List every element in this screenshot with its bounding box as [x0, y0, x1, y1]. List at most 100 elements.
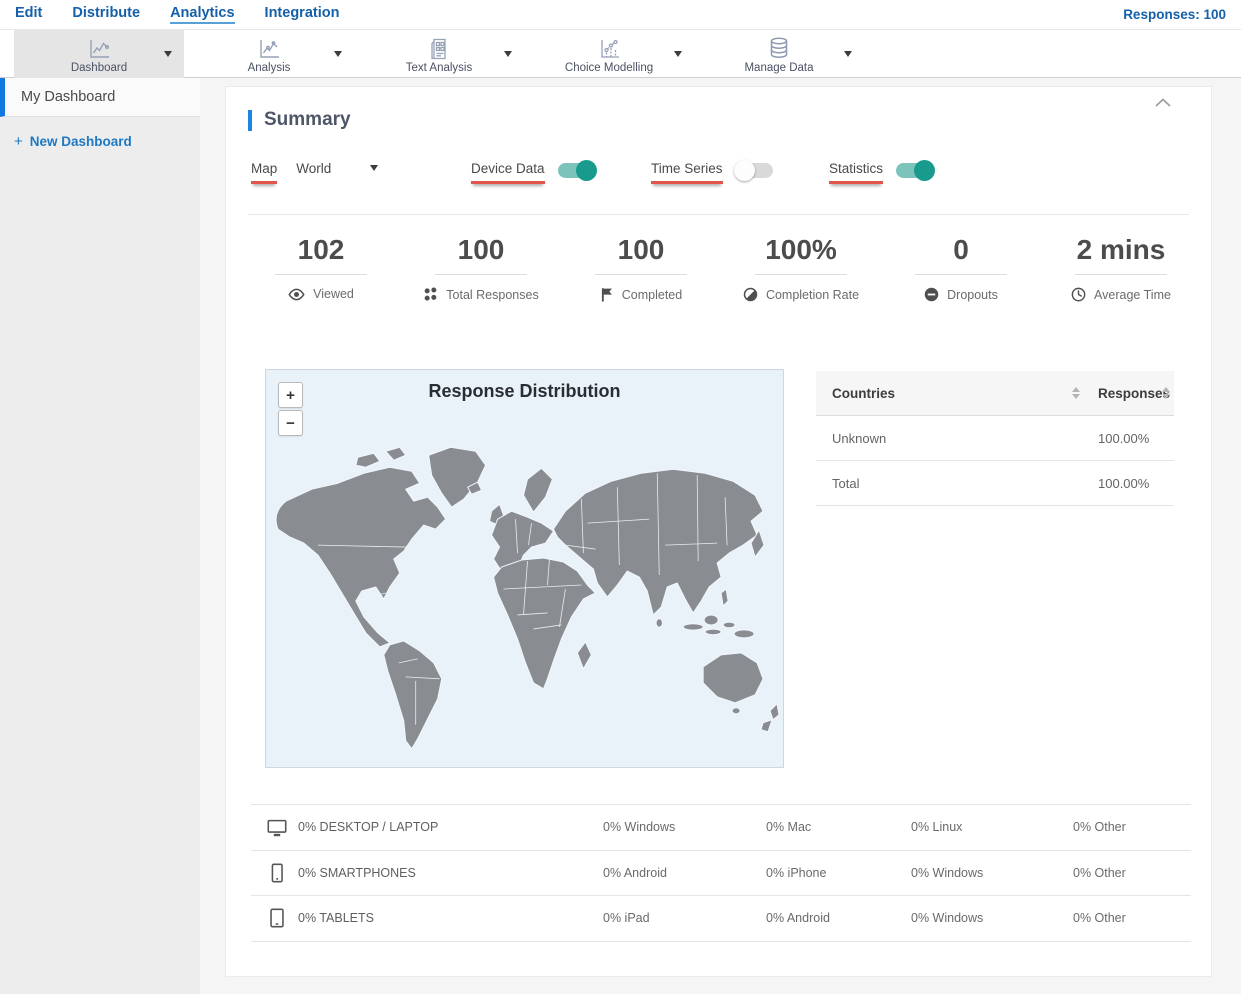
map-panel: Response Distribution + − — [265, 369, 784, 768]
table-row: Total 100.00% — [816, 461, 1174, 506]
document-grid-icon — [426, 35, 452, 61]
world-map[interactable] — [266, 427, 785, 757]
toolbar-item-manage-data[interactable]: Manage Data — [694, 30, 864, 78]
chevron-down-icon[interactable] — [504, 51, 512, 57]
device-cell: 0% Windows — [911, 911, 984, 926]
toolbar: Dashboard Analysis — [0, 30, 1241, 78]
stat-label: Dropouts — [947, 287, 998, 302]
toolbar-item-choice-modelling[interactable]: Choice Modelling — [524, 30, 694, 78]
plus-icon: + — [14, 133, 23, 150]
scatter-chart-icon — [596, 35, 622, 61]
chevron-down-icon[interactable] — [370, 165, 379, 171]
stat-value: 102 — [297, 234, 345, 265]
new-dashboard-button[interactable]: + New Dashboard — [0, 133, 200, 150]
time-series-toggle[interactable] — [733, 160, 773, 181]
device-cell: 0% Mac — [766, 820, 812, 835]
flag-icon — [600, 287, 614, 302]
table-row: 0% TABLETS 0% iPad 0% Android 0% Windows… — [251, 896, 1191, 942]
dots-grid-icon — [423, 287, 438, 302]
table-row: 0% SMARTPHONES 0% Android 0% iPhone 0% W… — [251, 851, 1191, 896]
stat-label: Completed — [621, 287, 683, 302]
chevron-down-icon[interactable] — [164, 51, 172, 57]
device-data-toggle[interactable] — [557, 160, 597, 181]
divider — [755, 274, 847, 275]
device-data-label: Device Data — [471, 161, 545, 184]
summary-header: Summary — [248, 109, 351, 131]
stat-viewed: 102 Viewed — [241, 235, 401, 302]
device-label: 0% TABLETS — [298, 911, 374, 926]
map-zoom-in-button[interactable]: + — [278, 382, 303, 408]
eye-icon — [288, 288, 305, 301]
nav-integration[interactable]: Integration — [264, 5, 340, 21]
chevron-down-icon[interactable] — [674, 51, 682, 57]
nav-distribute[interactable]: Distribute — [72, 5, 141, 21]
stat-label: Total Responses — [446, 287, 539, 302]
sidebar: My Dashboard + New Dashboard — [0, 78, 200, 994]
divider — [915, 274, 1007, 275]
toolbar-item-text-analysis[interactable]: Text Analysis — [354, 30, 524, 78]
divider — [248, 214, 1189, 215]
map-zoom-controls: + − — [278, 382, 303, 436]
stats-row: 102 Viewed 100 Total Responses 100 — [241, 235, 1201, 302]
new-dashboard-label: New Dashboard — [29, 134, 132, 149]
top-nav-items: Edit Distribute Analytics Integration — [0, 5, 339, 24]
sort-icon[interactable] — [1072, 387, 1080, 399]
divider — [435, 274, 527, 275]
top-nav: Edit Distribute Analytics Integration Re… — [0, 0, 1241, 30]
sidebar-item-my-dashboard[interactable]: My Dashboard — [0, 78, 200, 117]
statistics-toggle[interactable] — [896, 160, 936, 181]
divider — [275, 274, 367, 275]
stat-average-time: 2 mins Average Time — [1041, 235, 1201, 302]
chevron-up-icon[interactable] — [1154, 95, 1172, 113]
country-value: 100.00% — [1098, 476, 1150, 491]
stat-label: Average Time — [1094, 287, 1171, 302]
country-name: Unknown — [832, 431, 887, 446]
nav-analytics[interactable]: Analytics — [170, 5, 235, 24]
responses-column-header[interactable]: Responses — [1098, 386, 1171, 401]
device-cell: 0% Other — [1073, 865, 1126, 880]
map-region-select[interactable]: World — [296, 161, 332, 176]
device-cell: 0% Other — [1073, 911, 1126, 926]
table-row: Unknown 100.00% — [816, 416, 1174, 461]
line-chart-icon — [86, 35, 112, 61]
controls-row: Map World Device Data Time Series Statis… — [226, 155, 1211, 197]
toolbar-item-label: Manage Data — [744, 61, 814, 74]
countries-table-header: Countries Responses — [816, 371, 1174, 416]
toolbar-item-dashboard[interactable]: Dashboard — [14, 30, 184, 78]
time-series-label: Time Series — [651, 161, 723, 184]
accent-bar — [248, 109, 252, 131]
stat-value: 100 — [617, 234, 665, 265]
countries-table: Countries Responses Unknown 100.00% Tota… — [816, 371, 1174, 506]
toolbar-item-label: Text Analysis — [405, 61, 473, 74]
contrast-icon — [743, 287, 758, 302]
map-title: Response Distribution — [428, 381, 621, 401]
nav-edit[interactable]: Edit — [15, 5, 43, 21]
sort-icon[interactable] — [1162, 387, 1170, 399]
tablet-icon — [251, 907, 298, 929]
map-control: Map World — [251, 161, 379, 184]
toolbar-item-analysis[interactable]: Analysis — [184, 30, 354, 78]
toggle-knob — [914, 160, 936, 181]
device-data-control: Device Data — [471, 160, 597, 184]
stat-completion-rate: 100% Completion Rate — [721, 235, 881, 302]
toolbar-item-label: Choice Modelling — [564, 61, 654, 74]
responses-count: Responses: 100 — [1123, 7, 1226, 22]
country-name: Total — [832, 476, 860, 491]
chevron-down-icon[interactable] — [334, 51, 342, 57]
device-cell: 0% Windows — [603, 820, 676, 835]
countries-column-header[interactable]: Countries — [832, 386, 896, 401]
stat-value: 100 — [457, 234, 505, 265]
stat-value: 100% — [765, 234, 837, 265]
table-row: 0% DESKTOP / LAPTOP 0% Windows 0% Mac 0%… — [251, 805, 1191, 851]
stat-dropouts: 0 Dropouts — [881, 235, 1041, 302]
device-cell: 0% iPhone — [766, 865, 827, 880]
divider — [1075, 274, 1167, 275]
chevron-down-icon[interactable] — [844, 51, 852, 57]
clock-icon — [1071, 287, 1086, 302]
line-chart-icon — [256, 35, 282, 61]
toolbar-item-label: Dashboard — [70, 61, 128, 74]
stat-value: 2 mins — [1076, 234, 1166, 265]
device-cell: 0% Windows — [911, 865, 984, 880]
map-zoom-out-button[interactable]: − — [278, 410, 303, 436]
desktop-icon — [251, 817, 298, 838]
